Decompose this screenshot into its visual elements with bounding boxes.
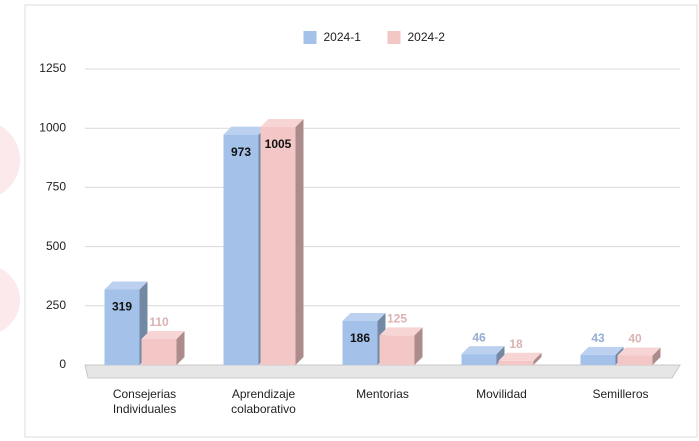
y-tick-label: 750 [46, 180, 66, 194]
decoration [0, 268, 20, 332]
bar [342, 320, 378, 365]
x-tick-label: Consejerias Individuales [112, 387, 177, 416]
x-tick-label: Aprendizaje colaborativo [231, 387, 296, 416]
bar-side [414, 327, 423, 365]
x-tick-label: Semilleros [592, 387, 649, 401]
floor [84, 364, 681, 379]
bar [379, 335, 415, 365]
bar-top [498, 352, 542, 361]
value-label: 46 [472, 330, 486, 344]
y-tick-label: 1250 [39, 61, 66, 75]
bar-top [342, 312, 386, 321]
y-tick-label: 250 [46, 298, 66, 312]
value-label: 319 [112, 300, 132, 314]
y-tick-label: 500 [46, 239, 66, 253]
bar [580, 354, 616, 365]
legend-label: 2024-1 [324, 30, 362, 44]
legend-swatch [387, 31, 401, 44]
value-label: 40 [628, 332, 642, 346]
y-tick-label: 1000 [39, 120, 66, 134]
bar [141, 338, 177, 365]
value-label: 43 [591, 331, 605, 345]
x-tick-label: Mentorias [356, 387, 409, 401]
bar-top [104, 281, 148, 290]
bar [223, 134, 259, 365]
bar [617, 355, 653, 365]
bar-side [533, 352, 542, 365]
bar-top [223, 126, 267, 135]
bar-top [379, 327, 423, 336]
bar-top [580, 346, 624, 355]
bar-top [141, 330, 185, 339]
bar-side [496, 346, 505, 365]
bar-side [295, 119, 304, 366]
value-label: 973 [231, 145, 251, 159]
value-label: 18 [509, 337, 523, 351]
bar-top [617, 347, 661, 356]
bar-side [176, 330, 185, 365]
decoration [0, 125, 20, 195]
value-label: 186 [350, 331, 370, 345]
bar [461, 354, 497, 365]
x-tick-label: Movilidad [476, 387, 527, 401]
bar-top [260, 119, 304, 128]
value-label: 125 [387, 312, 407, 326]
bar-top [461, 346, 505, 355]
bar [498, 360, 534, 365]
legend-swatch [303, 31, 317, 44]
legend-label: 2024-2 [408, 30, 446, 44]
y-tick-label: 0 [59, 357, 66, 371]
bar [260, 127, 296, 366]
value-label: 1005 [265, 137, 292, 151]
value-label: 110 [149, 315, 169, 329]
bar [104, 289, 140, 365]
chart-frame [24, 4, 698, 438]
bar-side [652, 347, 661, 365]
